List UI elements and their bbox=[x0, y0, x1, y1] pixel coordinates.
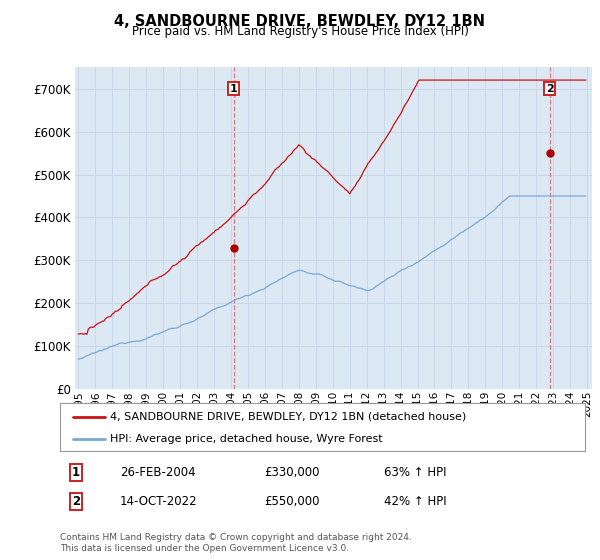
Text: 63% ↑ HPI: 63% ↑ HPI bbox=[384, 466, 446, 479]
Text: HPI: Average price, detached house, Wyre Forest: HPI: Average price, detached house, Wyre… bbox=[110, 434, 383, 444]
Text: 2: 2 bbox=[72, 494, 80, 508]
Text: Contains HM Land Registry data © Crown copyright and database right 2024.
This d: Contains HM Land Registry data © Crown c… bbox=[60, 533, 412, 553]
Text: £550,000: £550,000 bbox=[264, 494, 320, 508]
Text: 4, SANDBOURNE DRIVE, BEWDLEY, DY12 1BN: 4, SANDBOURNE DRIVE, BEWDLEY, DY12 1BN bbox=[115, 14, 485, 29]
Text: 42% ↑ HPI: 42% ↑ HPI bbox=[384, 494, 446, 508]
Text: 1: 1 bbox=[230, 83, 238, 94]
Text: 4, SANDBOURNE DRIVE, BEWDLEY, DY12 1BN (detached house): 4, SANDBOURNE DRIVE, BEWDLEY, DY12 1BN (… bbox=[110, 412, 466, 422]
Text: £330,000: £330,000 bbox=[264, 466, 320, 479]
Text: 26-FEB-2004: 26-FEB-2004 bbox=[120, 466, 196, 479]
Text: 14-OCT-2022: 14-OCT-2022 bbox=[120, 494, 197, 508]
Text: 2: 2 bbox=[546, 83, 554, 94]
Text: 1: 1 bbox=[72, 466, 80, 479]
Text: Price paid vs. HM Land Registry's House Price Index (HPI): Price paid vs. HM Land Registry's House … bbox=[131, 25, 469, 38]
